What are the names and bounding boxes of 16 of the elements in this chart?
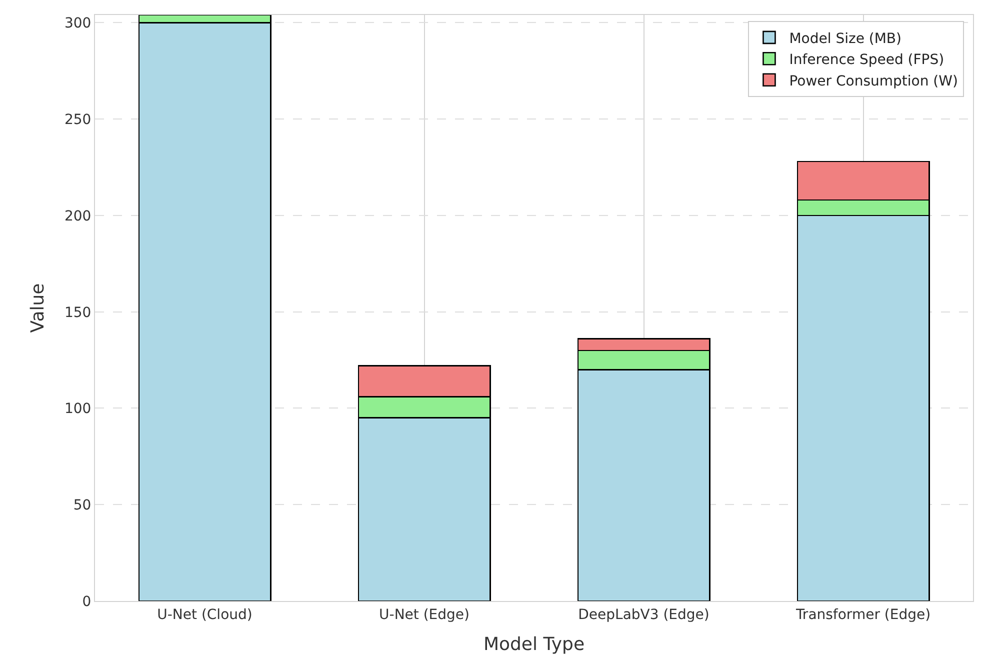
y-tick-label: 300	[64, 16, 92, 32]
y-tick-label: 50	[73, 498, 92, 514]
y-tick-label: 100	[64, 401, 92, 418]
x-tick-label: DeepLabV3 (Edge)	[578, 606, 710, 623]
y-axis-title: Value	[28, 283, 49, 333]
y-tick-label: 150	[64, 304, 92, 321]
y-tick-label: 200	[64, 208, 92, 224]
x-tick-label: U-Net (Edge)	[379, 606, 470, 623]
legend-label: Model Size (MB)	[789, 30, 902, 47]
legend-label: Inference Speed (FPS)	[789, 52, 944, 68]
y-tick-label: 0	[82, 594, 92, 610]
x-tick-label: U-Net (Cloud)	[157, 606, 252, 623]
legend-label: Power Consumption (W)	[789, 73, 958, 90]
x-tick-label: Transformer (Edge)	[794, 606, 931, 623]
y-tick-label: 250	[64, 112, 92, 128]
x-axis-title: Model Type	[483, 634, 585, 655]
